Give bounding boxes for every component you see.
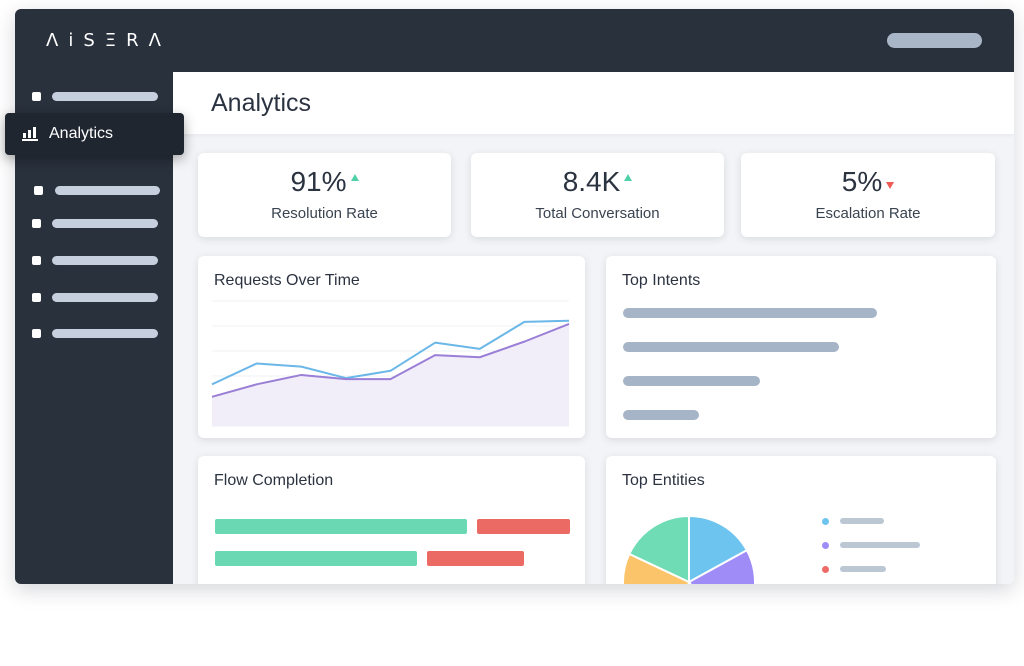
card-title: Flow Completion <box>214 472 334 489</box>
sidebar-item-4[interactable] <box>15 214 173 234</box>
sidebar-item-label: Analytics <box>49 125 114 142</box>
requests-over-time-card[interactable]: Requests Over Time <box>198 256 585 438</box>
legend-label-placeholder <box>840 542 920 548</box>
legend-dot <box>822 518 829 525</box>
pie-slice <box>688 514 749 584</box>
legend-dot <box>822 566 829 573</box>
sidebar-item-5[interactable] <box>15 251 173 271</box>
area-fill <box>212 323 569 426</box>
completed-bar[interactable] <box>215 519 467 534</box>
nav-label-placeholder <box>52 256 158 265</box>
series-line-series-b <box>211 322 570 398</box>
legend-label-placeholder <box>840 518 884 524</box>
intent-bar[interactable] <box>623 376 761 386</box>
top-bar: ΛiSΞRΛ <box>15 9 1014 72</box>
line-chart <box>211 300 570 427</box>
trend-up-icon <box>350 174 359 181</box>
page-title: Analytics <box>211 89 312 117</box>
top-entities-card[interactable]: Top Entities <box>606 456 996 584</box>
kpi-label: Escalation Rate <box>815 205 921 222</box>
aisera-logo[interactable]: ΛiSΞRΛ <box>46 30 171 51</box>
nav-label-placeholder <box>52 219 158 228</box>
pie-chart <box>622 514 756 584</box>
nav-icon <box>32 256 41 265</box>
nav-label-placeholder <box>55 186 160 195</box>
kpi-card-escalation[interactable]: 5% Escalation Rate <box>741 153 995 237</box>
kpi-value-wrap: 8.4K <box>471 166 724 198</box>
kpi-value: 5% <box>841 166 883 197</box>
trend-down-icon <box>886 182 895 189</box>
kpi-value-wrap: 5% <box>741 166 995 198</box>
dropped-bar[interactable] <box>477 519 570 534</box>
app-window: ΛiSΞRΛ Analytics 91% Resolution Rate 8.4… <box>15 9 1014 584</box>
card-title: Requests Over Time <box>214 272 360 289</box>
pie-slice <box>627 514 690 584</box>
kpi-value-wrap: 91% <box>198 166 451 198</box>
card-title: Top Intents <box>622 272 701 289</box>
bar-chart-icon <box>22 127 38 141</box>
top-intents-card[interactable]: Top Intents <box>606 256 996 438</box>
sidebar-item-7[interactable] <box>15 324 173 344</box>
nav-label-placeholder <box>52 329 158 338</box>
intent-bar[interactable] <box>623 410 700 420</box>
dropped-bar[interactable] <box>426 551 525 566</box>
series-line-series-a <box>211 319 570 386</box>
nav-label-placeholder <box>52 293 158 302</box>
intent-bar[interactable] <box>623 342 839 352</box>
legend-dot <box>822 542 829 549</box>
intent-bar[interactable] <box>623 308 877 318</box>
nav-icon <box>34 186 43 195</box>
kpi-card-resolution[interactable]: 91% Resolution Rate <box>198 153 451 237</box>
pie-slice <box>622 552 691 584</box>
nav-icon <box>32 219 41 228</box>
sidebar-item-1[interactable] <box>15 87 173 107</box>
sidebar <box>15 72 173 584</box>
kpi-value: 8.4K <box>562 166 621 197</box>
nav-icon <box>32 293 41 302</box>
flow-completion-card[interactable]: Flow Completion <box>198 456 585 584</box>
legend-label-placeholder <box>840 566 886 572</box>
nav-icon <box>32 329 41 338</box>
nav-icon <box>32 92 41 101</box>
page-header: Analytics <box>173 72 1014 134</box>
kpi-value: 91% <box>290 166 347 197</box>
card-title: Top Entities <box>622 472 705 489</box>
nav-label-placeholder <box>52 92 158 101</box>
completed-bar[interactable] <box>215 551 417 566</box>
sidebar-item-3[interactable] <box>15 181 173 201</box>
user-menu-placeholder[interactable] <box>887 33 982 48</box>
pie-slice <box>687 548 756 584</box>
trend-up-icon <box>624 174 633 181</box>
sidebar-item-6[interactable] <box>15 288 173 308</box>
kpi-label: Total Conversation <box>535 205 660 222</box>
kpi-label: Resolution Rate <box>271 205 378 222</box>
sidebar-item-analytics[interactable]: Analytics <box>5 113 184 155</box>
kpi-card-conversations[interactable]: 8.4K Total Conversation <box>471 153 724 237</box>
